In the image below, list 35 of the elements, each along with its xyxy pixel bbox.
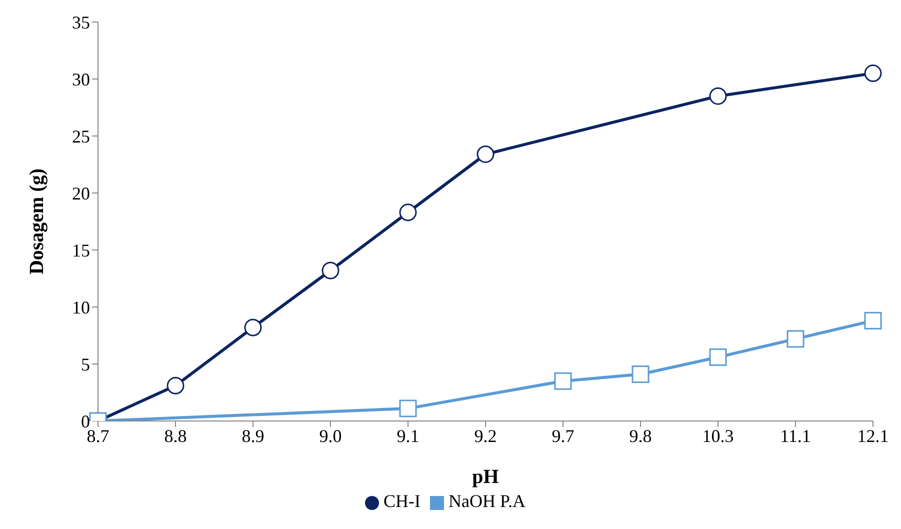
point xyxy=(709,348,727,366)
x-tick-label: 9.1 xyxy=(396,426,420,446)
x-tick-label: 9.8 xyxy=(629,426,652,446)
x-axis-title: pH xyxy=(472,466,500,488)
x-tick-label: 8.8 xyxy=(164,426,187,446)
point xyxy=(864,64,882,82)
point xyxy=(399,204,417,222)
point xyxy=(709,87,727,105)
point xyxy=(399,400,417,418)
y-tick-label: 25 xyxy=(72,126,90,146)
point xyxy=(244,318,262,336)
x-tick-label: 10.3 xyxy=(702,426,734,446)
point xyxy=(554,372,572,390)
y-tick-label: 30 xyxy=(72,69,90,90)
point xyxy=(322,262,340,280)
legend-label: CH-I xyxy=(383,491,420,511)
y-tick-label: 35 xyxy=(72,12,90,32)
x-tick-label: 9.2 xyxy=(474,426,497,446)
y-axis-title: Dosagem (g) xyxy=(26,168,48,275)
y-tick-label: 15 xyxy=(72,240,90,260)
y-tick-label: 20 xyxy=(72,183,90,204)
point xyxy=(632,366,650,384)
x-tick-label: 12.1 xyxy=(857,426,889,446)
y-tick-label: 5 xyxy=(81,354,90,374)
y-tick-label: 0 xyxy=(81,411,90,432)
x-tick-label: 9.7 xyxy=(552,426,574,446)
point xyxy=(476,145,494,163)
y-tick-label: 10 xyxy=(72,297,90,318)
point xyxy=(786,330,804,348)
x-tick-label: 11.1 xyxy=(780,426,811,446)
x-tick-label: 8.9 xyxy=(242,426,264,446)
point xyxy=(864,312,882,330)
legend-label: NaOH P.A xyxy=(448,491,526,511)
x-tick-label: 9.0 xyxy=(319,426,342,446)
point xyxy=(166,376,184,394)
